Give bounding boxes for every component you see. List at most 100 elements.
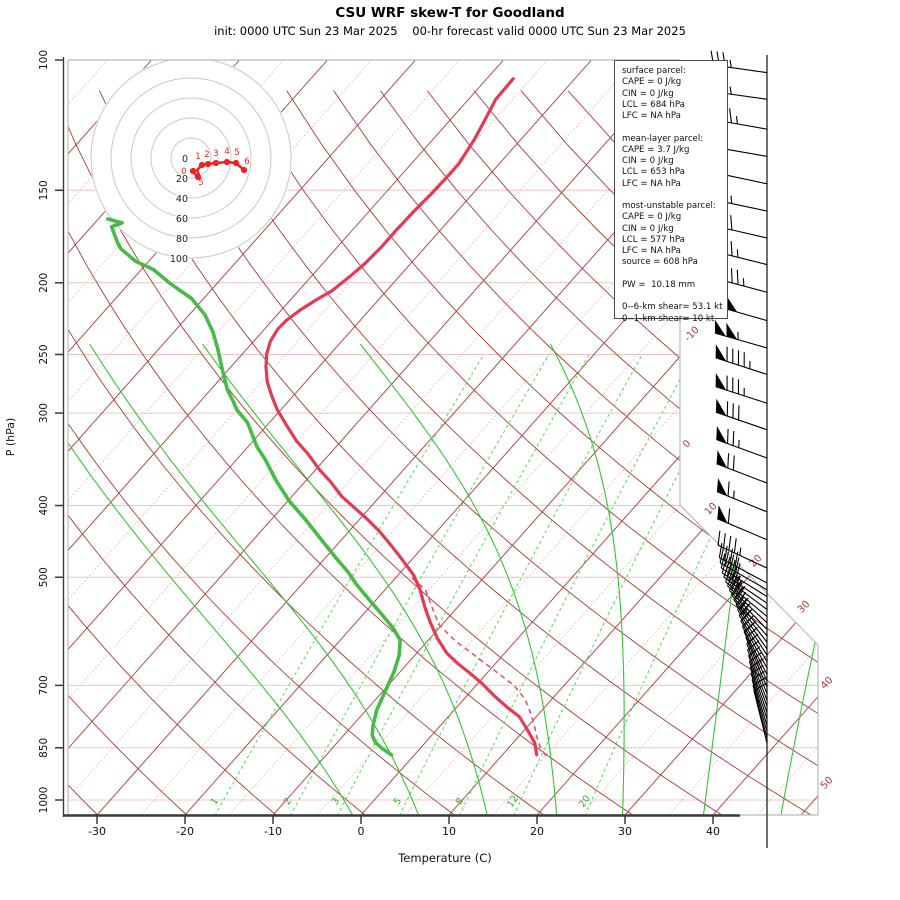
- hodograph-point: [204, 160, 212, 168]
- wind-barb: [717, 505, 768, 541]
- hodograph-point: [198, 161, 206, 169]
- info-box-line: CIN = 0 J/kg: [622, 156, 674, 166]
- info-box-line: LFC = NA hPa: [622, 111, 681, 121]
- info-box-line: LFC = NA hPa: [622, 246, 681, 256]
- info-box-line: CIN = 0 J/kg: [622, 223, 674, 234]
- info-box-line: CAPE = 0 J/kg: [622, 212, 682, 223]
- x-tick-label: -10: [264, 825, 282, 838]
- hodograph-point-label: 3: [213, 149, 218, 159]
- hodograph-point-label: 5: [234, 148, 239, 158]
- x-tick-label: 30: [618, 825, 632, 838]
- parcel-info-box: surface parcel: CAPE = 0 J/kg CIN = 0 J/kg…: [614, 60, 728, 324]
- wind-barb: [716, 425, 768, 459]
- y-tick-label: 100: [38, 50, 50, 70]
- hodograph-ring-label: 0: [182, 154, 188, 165]
- hodograph-point: [212, 159, 220, 167]
- y-tick-label: 200: [38, 273, 50, 293]
- hodograph-ring-label: 40: [176, 194, 188, 205]
- hodograph-point: [223, 158, 231, 166]
- parcel-curve: [410, 576, 547, 757]
- hodograph-point: [194, 173, 202, 181]
- y-tick-label: 850: [38, 738, 50, 758]
- moist-adiabats: [68, 343, 818, 815]
- mixing-ratio-label: 12: [505, 793, 521, 809]
- x-tick-label: -30: [88, 825, 106, 838]
- isotherm-label: -10: [683, 325, 702, 344]
- wind-barb: [716, 478, 768, 513]
- hodograph-ring-label: 60: [176, 214, 188, 225]
- info-box-line: PW = 10.18 mm: [622, 279, 696, 290]
- mixing-ratio-label: 3: [330, 796, 342, 807]
- isotherm-labels: -10 0 10 20 30 40 50: [681, 325, 836, 792]
- x-tick-label: -20: [176, 825, 194, 838]
- hodograph-point-label: 1: [195, 152, 200, 162]
- info-box-line: CAPE = 3.7 J/kg: [622, 144, 690, 155]
- mixing-ratio-label: 1: [209, 796, 221, 807]
- info-box-line: LCL = 653 hPa: [622, 167, 685, 178]
- wind-barb: [718, 543, 768, 584]
- wind-barb: [750, 664, 768, 726]
- hodograph-point-label: 6: [244, 157, 249, 167]
- x-tick-label: 0: [358, 825, 365, 838]
- hodograph-point-label: 5: [198, 178, 203, 188]
- axes: -30 -20 -10 0 10 20 30 401001502002503004005007…: [4, 50, 740, 865]
- hodograph-ring-label: 20: [176, 174, 188, 185]
- wind-barb: [727, 572, 768, 624]
- wind-barb: [716, 450, 768, 484]
- hodograph-point-label: 4: [224, 147, 229, 157]
- isotherm-label: 0: [681, 438, 693, 450]
- isotherm-label: 40: [819, 675, 836, 692]
- info-box-line: LCL = 684 hPa: [622, 99, 685, 110]
- x-tick-label: 10: [442, 825, 456, 838]
- dewpoint-curve: [106, 217, 403, 757]
- info-box-line: CIN = 0 J/kg: [622, 88, 674, 99]
- mixing-ratio-label: 5: [392, 796, 404, 807]
- wind-barb: [714, 319, 768, 349]
- x-tick-label: 40: [706, 825, 720, 838]
- wind-barb: [747, 640, 768, 701]
- hodograph-ring-label: 100: [170, 254, 188, 265]
- info-box-line: CAPE = 0 J/kg: [622, 77, 682, 88]
- mixing-ratio-label: 2: [282, 796, 294, 807]
- y-tick-label: 1000: [38, 787, 50, 814]
- isotherm-label: 50: [819, 775, 836, 792]
- info-box-line: LFC = NA hPa: [622, 178, 681, 189]
- wind-barb: [749, 658, 768, 720]
- info-box-line: 0--1-km shear= 10 kt: [622, 313, 715, 324]
- wind-barb: [719, 548, 768, 591]
- sounding-curves: [106, 77, 547, 757]
- isotherm-label: 20: [748, 553, 765, 570]
- isotherm-label: 30: [796, 599, 813, 616]
- info-box-line: [622, 190, 725, 201]
- wind-barb: [731, 582, 768, 637]
- info-box-line: surface parcel:: [622, 66, 686, 76]
- wind-barb: [715, 372, 768, 404]
- y-tick-label: 500: [38, 567, 50, 587]
- wind-barbs: [710, 50, 768, 848]
- x-axis-label: Temperature (C): [397, 851, 492, 865]
- info-box-line: source = 608 hPa: [622, 257, 698, 268]
- x-tick-label: 20: [530, 825, 544, 838]
- temperature-curve: [264, 77, 539, 757]
- info-box-line: [622, 269, 725, 280]
- wind-barb: [715, 398, 768, 431]
- hodograph-point: [232, 159, 240, 167]
- y-tick-label: 400: [38, 495, 50, 515]
- info-box-line: [622, 291, 725, 302]
- y-tick-label: 250: [38, 344, 50, 364]
- wind-barb: [735, 592, 768, 650]
- hodograph-point: [189, 167, 197, 175]
- info-box-line: most-unstable parcel:: [622, 201, 716, 211]
- y-tick-label: 700: [38, 675, 50, 695]
- y-axis-label: P (hPa): [4, 418, 17, 457]
- wind-barb: [753, 682, 768, 744]
- mixing-ratio-label: 20: [577, 793, 593, 809]
- wind-barb: [715, 344, 768, 375]
- mixing-ratio-labels: 1 2 3 5 8 12 20: [209, 793, 593, 809]
- hodograph-ring-label: 80: [176, 234, 188, 245]
- hodograph-point-label: 0: [181, 167, 186, 177]
